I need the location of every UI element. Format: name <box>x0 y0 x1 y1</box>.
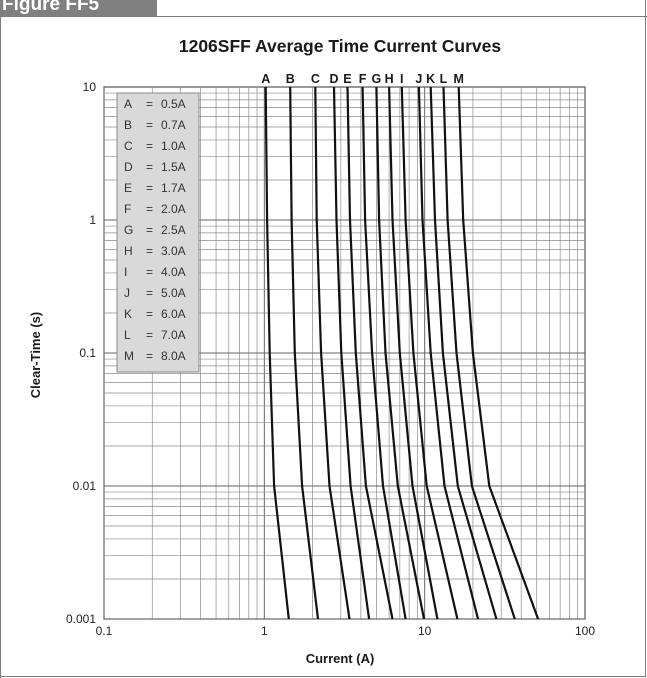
tick-labels: 0.1 1 10 100 0.001 0.01 0.1 1 10 <box>66 80 595 638</box>
legend-equals: = <box>146 244 153 258</box>
x-axis-label: Current (A) <box>306 651 375 666</box>
y-tick-label: 0.01 <box>73 479 97 493</box>
figure-top-rule <box>157 16 647 17</box>
legend-value: 0.7A <box>161 118 186 132</box>
legend-key: G <box>124 223 133 237</box>
legend-value: 5.0A <box>161 286 186 300</box>
legend-equals: = <box>146 286 153 300</box>
legend-value: 3.0A <box>161 244 186 258</box>
legend-value: 2.5A <box>161 223 186 237</box>
x-tick-label: 10 <box>418 624 432 638</box>
curve-c <box>314 86 351 620</box>
legend-value: 1.0A <box>161 139 186 153</box>
legend-value: 0.5A <box>161 97 186 111</box>
legend-value: 4.0A <box>161 265 186 279</box>
curve-g <box>375 86 426 620</box>
legend-value: 1.5A <box>161 160 186 174</box>
x-tick-label: 1 <box>261 624 268 638</box>
chart-title: 1206SFF Average Time Current Curves <box>179 36 502 56</box>
curve-h <box>388 86 439 620</box>
y-tick-label: 10 <box>83 80 97 94</box>
y-tick-label: 1 <box>89 213 96 227</box>
curve-k <box>429 86 498 620</box>
curve-label-e: E <box>343 72 351 86</box>
legend-key: C <box>124 139 133 153</box>
curve-l <box>442 86 516 620</box>
curve-b <box>289 86 320 620</box>
legend-key: K <box>124 307 132 321</box>
legend-key: H <box>124 244 133 258</box>
legend-equals: = <box>146 328 153 342</box>
curve-label-f: F <box>359 72 367 86</box>
curve-d <box>332 86 371 620</box>
legend-value: 8.0A <box>161 349 186 363</box>
legend-value: 7.0A <box>161 328 186 342</box>
curve-i <box>400 86 459 620</box>
legend-key: L <box>124 328 131 342</box>
x-tick-label: 100 <box>575 624 595 638</box>
curve-label-l: L <box>440 72 448 86</box>
legend-equals: = <box>146 181 153 195</box>
y-tick-label: 0.1 <box>79 346 96 360</box>
legend-equals: = <box>146 118 153 132</box>
legend-equals: = <box>146 139 153 153</box>
curve-label-c: C <box>311 72 320 86</box>
legend-equals: = <box>146 202 153 216</box>
legend-key: M <box>124 349 134 363</box>
legend-key: B <box>124 118 132 132</box>
curve-label-h: H <box>385 72 394 86</box>
curve-label-a: A <box>261 72 270 86</box>
x-tick-label: 0.1 <box>96 624 113 638</box>
curve-label-i: I <box>400 72 403 86</box>
legend-key: J <box>124 286 130 300</box>
legend-value: 1.7A <box>161 181 186 195</box>
curve-label-b: B <box>286 72 295 86</box>
curve-label-m: M <box>453 72 463 86</box>
legend: A = 0.5A B = 0.7A C = 1.0A D = 1.5A E = 1.7A F = 2.0A G = 2.… <box>116 92 200 373</box>
figure-tab-label: Figure FF5 <box>2 0 100 15</box>
legend-equals: = <box>146 307 153 321</box>
curve-e <box>346 86 394 620</box>
legend-key: I <box>124 265 127 279</box>
legend-box <box>116 92 200 373</box>
y-axis-label: Clear-Time (s) <box>28 312 43 398</box>
curve-j <box>417 86 480 620</box>
curve-label-j: J <box>415 72 422 86</box>
legend-value: 2.0A <box>161 202 186 216</box>
legend-key: E <box>124 181 132 195</box>
curve-label-g: G <box>372 72 382 86</box>
legend-equals: = <box>146 349 153 363</box>
legend-key: D <box>124 160 133 174</box>
figure-left-rule <box>0 17 1 678</box>
legend-value: 6.0A <box>161 307 186 321</box>
legend-equals: = <box>146 97 153 111</box>
legend-equals: = <box>146 223 153 237</box>
legend-key: A <box>124 97 132 111</box>
curves <box>264 86 540 620</box>
y-tick-label: 0.001 <box>66 612 96 626</box>
curve-m <box>457 86 540 620</box>
curve-label-k: K <box>426 72 435 86</box>
legend-equals: = <box>146 160 153 174</box>
curve-label-d: D <box>329 72 338 86</box>
curve-f <box>361 86 407 620</box>
curve-a <box>264 86 290 620</box>
legend-equals: = <box>146 265 153 279</box>
legend-key: F <box>124 202 131 216</box>
figure-tab: Figure FF5 <box>0 0 157 17</box>
